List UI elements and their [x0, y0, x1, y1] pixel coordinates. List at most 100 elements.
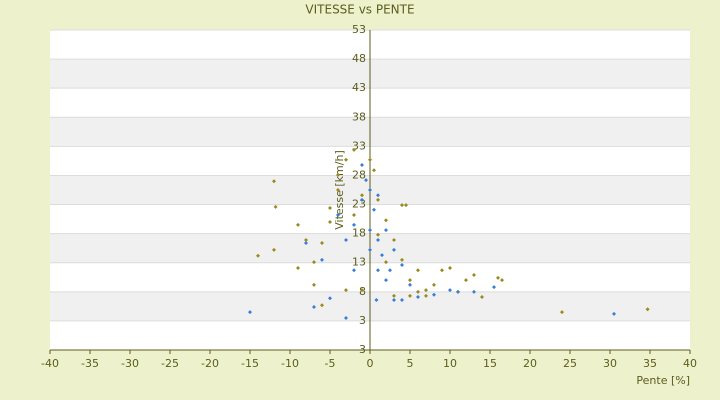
- point: [368, 228, 372, 233]
- point: [296, 222, 300, 227]
- point: [372, 207, 376, 212]
- point: [472, 272, 476, 277]
- point: [364, 178, 368, 183]
- y-tick-label: 48: [352, 52, 366, 65]
- point: [360, 193, 364, 198]
- point: [352, 147, 356, 152]
- point: [320, 303, 324, 308]
- point: [612, 311, 616, 316]
- point: [312, 260, 316, 265]
- point: [376, 268, 380, 273]
- point: [272, 247, 276, 252]
- y-tick-label: 53: [352, 23, 366, 36]
- x-tick-label: 20: [523, 357, 537, 370]
- point: [352, 222, 356, 227]
- point: [374, 297, 379, 302]
- point: [344, 316, 348, 320]
- point: [336, 188, 340, 192]
- point: [368, 247, 372, 252]
- y-tick-label: 28: [352, 168, 366, 181]
- point: [296, 265, 300, 270]
- point: [480, 295, 484, 300]
- x-tick-label: -40: [41, 357, 59, 370]
- point: [273, 204, 278, 209]
- y-tick-label: 43: [352, 81, 366, 94]
- point: [384, 218, 388, 223]
- point: [432, 292, 436, 297]
- point: [400, 257, 404, 262]
- point: [384, 260, 388, 265]
- point: [336, 213, 340, 218]
- x-tick-label: -25: [161, 357, 179, 370]
- point: [400, 263, 404, 268]
- x-tick-label: 25: [563, 357, 577, 370]
- point: [272, 179, 276, 184]
- x-tick-label: 5: [407, 357, 414, 370]
- point: [320, 257, 324, 262]
- point: [440, 268, 444, 273]
- x-tick-label: 15: [483, 357, 497, 370]
- point: [376, 232, 380, 237]
- point: [248, 310, 252, 315]
- point: [336, 172, 340, 177]
- point: [376, 193, 380, 198]
- point: [500, 278, 504, 283]
- x-tick-label: 10: [443, 357, 457, 370]
- point: [360, 162, 364, 167]
- x-tick-label: 30: [603, 357, 617, 370]
- point: [416, 268, 420, 273]
- y-tick-label: 38: [352, 110, 366, 123]
- point: [256, 253, 260, 258]
- point: [352, 268, 356, 273]
- y-tick-label: 3: [359, 314, 366, 327]
- y-tick-label: 23: [352, 198, 366, 211]
- point: [380, 253, 384, 258]
- point: [360, 288, 364, 293]
- point: [492, 285, 496, 290]
- point: [384, 228, 388, 233]
- point: [388, 268, 392, 273]
- point: [344, 238, 348, 243]
- point: [344, 157, 348, 162]
- point: [464, 278, 468, 283]
- point: [472, 289, 476, 294]
- point: [416, 295, 420, 300]
- point: [376, 197, 380, 202]
- point: [496, 275, 500, 280]
- point: [320, 240, 324, 245]
- point: [404, 203, 408, 208]
- x-tick-label: -15: [241, 357, 259, 370]
- point: [400, 203, 404, 208]
- x-tick-label: -10: [281, 357, 299, 370]
- point: [392, 238, 396, 243]
- point: [360, 197, 364, 202]
- y-tick-label: 18: [352, 227, 366, 240]
- point: [408, 282, 412, 287]
- point: [408, 278, 412, 283]
- x-tick-label: -30: [121, 357, 139, 370]
- point: [432, 282, 436, 287]
- point: [372, 168, 376, 173]
- point: [328, 220, 332, 224]
- point: [368, 157, 372, 162]
- x-tick-label: 0: [367, 357, 374, 370]
- point: [344, 288, 348, 293]
- point: [448, 288, 452, 293]
- point: [400, 297, 404, 302]
- point: [352, 213, 356, 218]
- point: [645, 307, 650, 312]
- x-tick-label: 40: [683, 357, 697, 370]
- x-tick-label: -20: [201, 357, 219, 370]
- point: [312, 282, 316, 287]
- chart-title: VITESSE vs PENTE: [305, 3, 414, 17]
- point: [560, 310, 564, 315]
- point: [328, 296, 332, 301]
- y-tick-label: 33: [352, 139, 366, 152]
- point: [368, 188, 372, 192]
- point: [448, 265, 452, 270]
- point: [328, 206, 332, 211]
- x-tick-label: -5: [325, 357, 336, 370]
- point: [392, 297, 396, 302]
- point: [304, 240, 308, 245]
